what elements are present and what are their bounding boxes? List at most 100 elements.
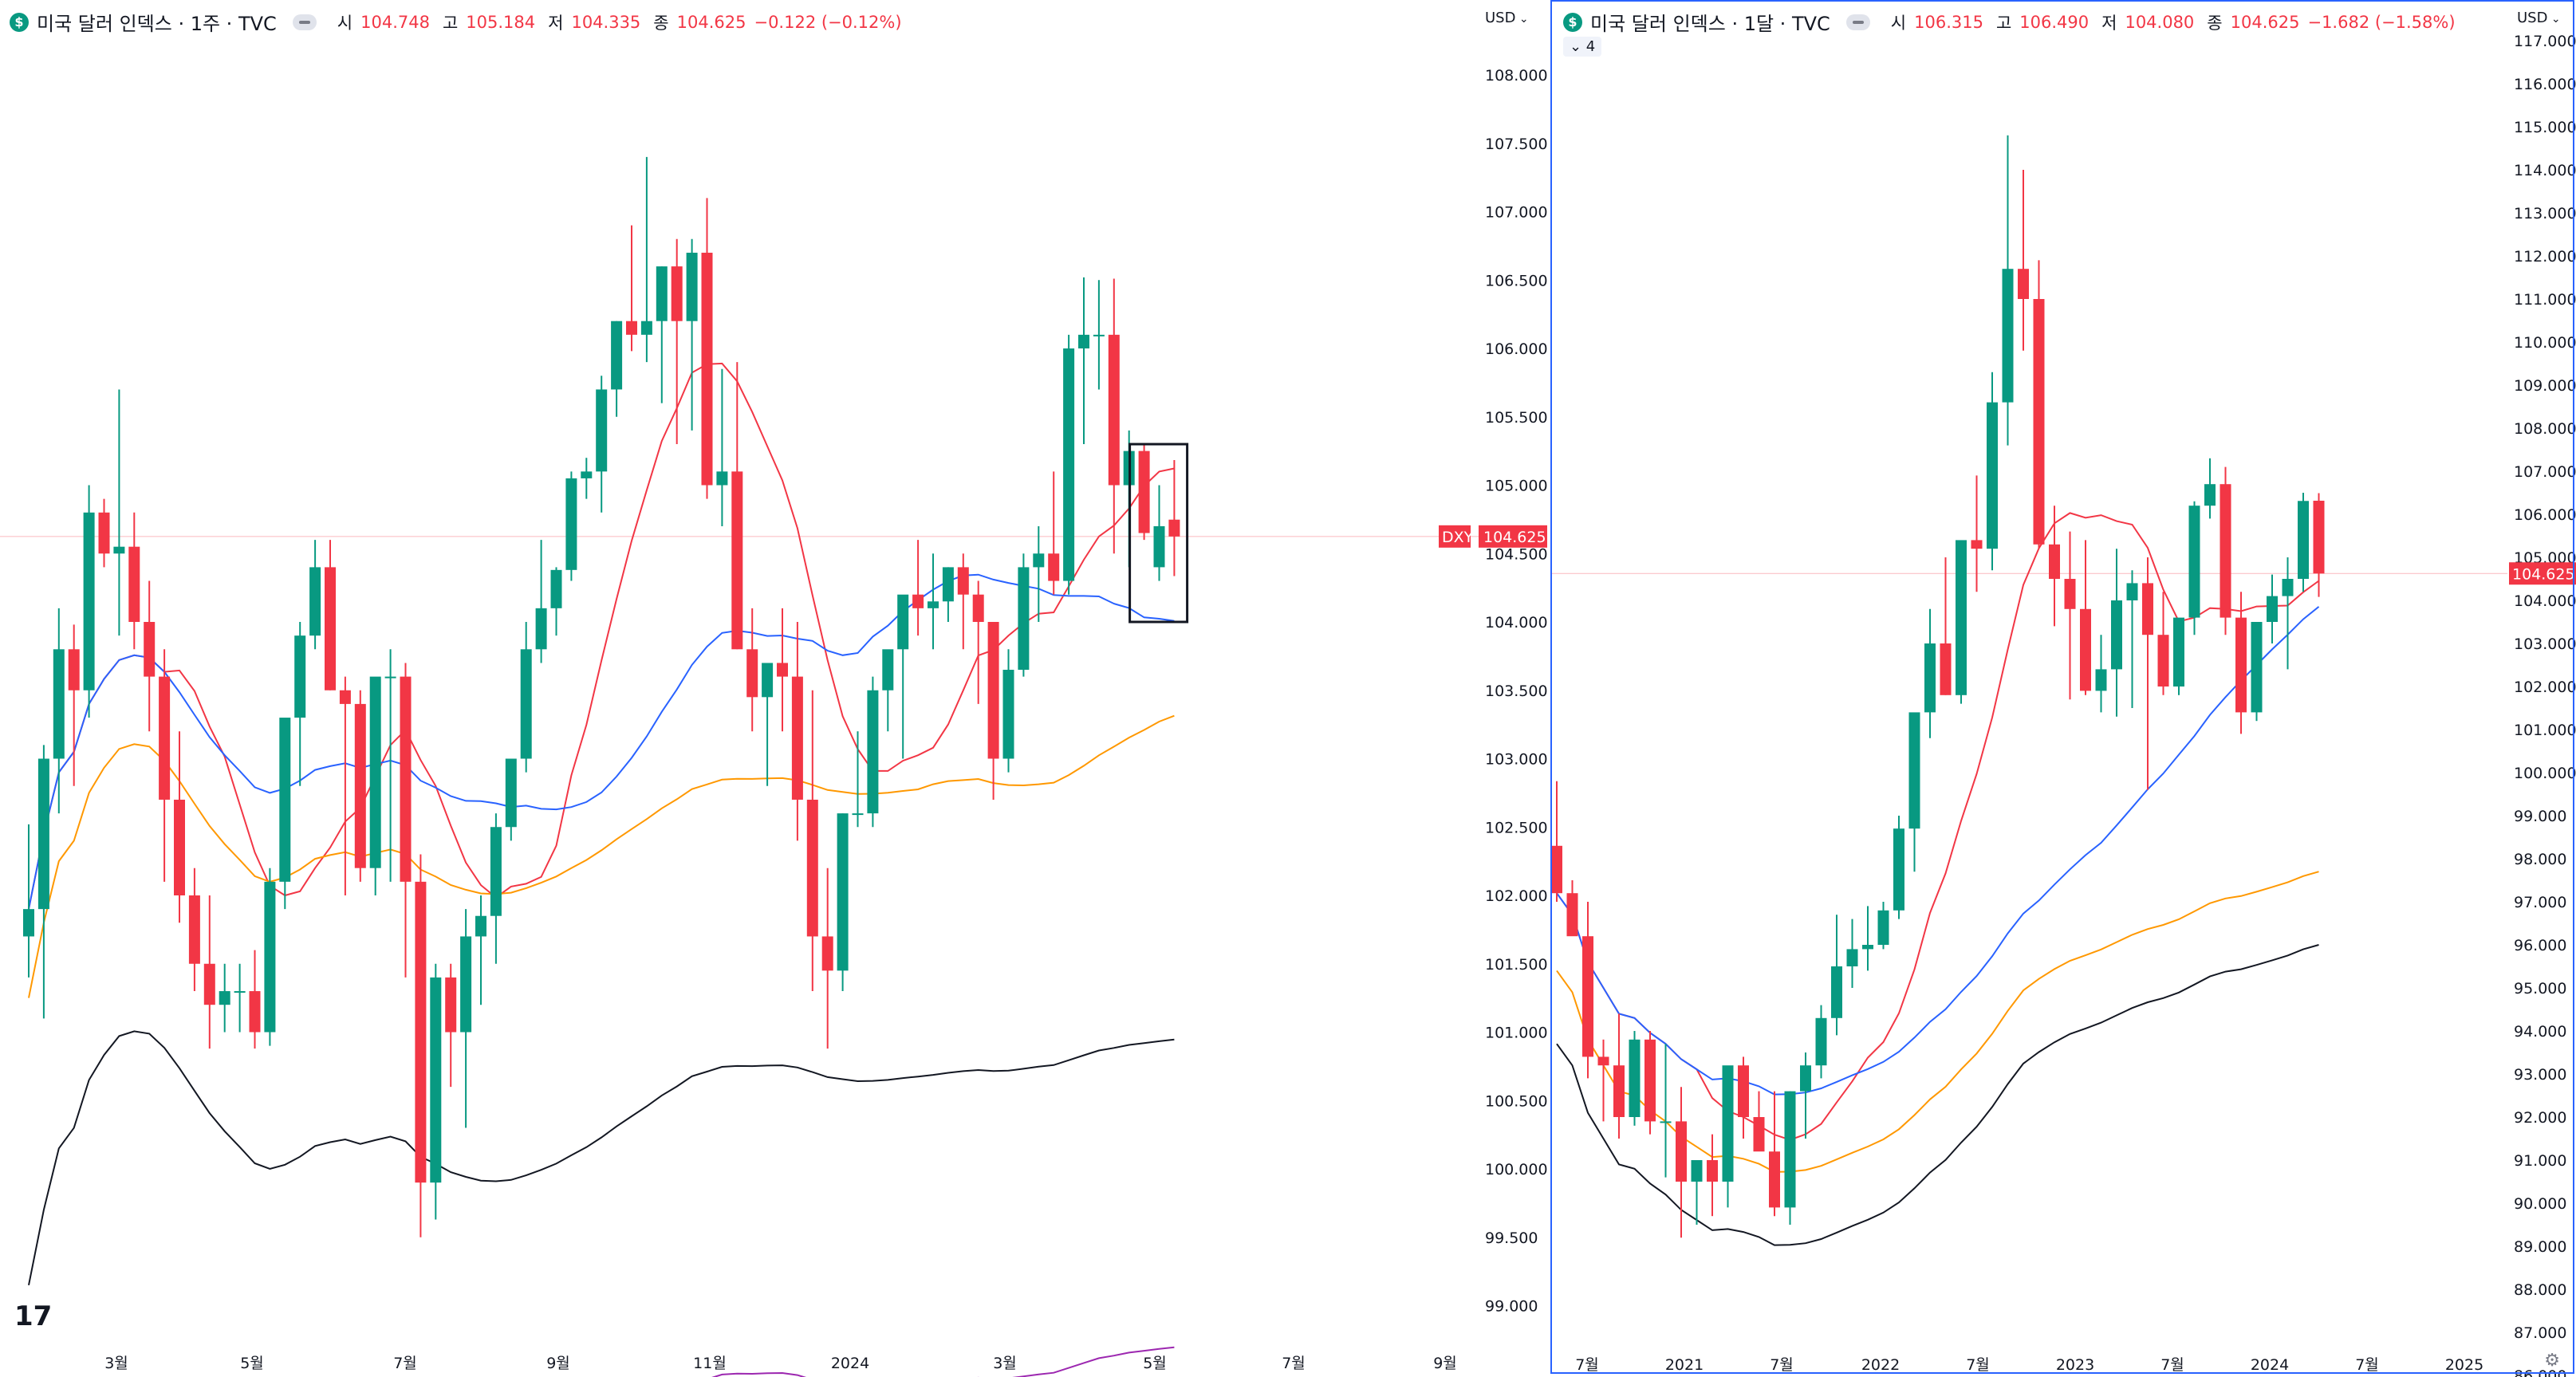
x-tick-label: 11월 — [693, 1355, 727, 1372]
x-tick-label: 5월 — [1143, 1355, 1167, 1372]
candle-body-down — [2142, 583, 2153, 635]
candle-body-up — [1784, 1091, 1796, 1208]
y-tick-label: 109.000 — [2514, 377, 2576, 395]
y-tick-label: 92.000 — [2514, 1109, 2566, 1127]
candle-body-up — [37, 758, 49, 910]
candle-body-up — [762, 663, 774, 698]
last-price-badge — [2509, 562, 2576, 585]
low-label: 저 — [548, 13, 564, 33]
currency-selector[interactable]: USD — [2517, 10, 2561, 26]
candle-body-up — [565, 478, 577, 570]
candle-body-up — [369, 676, 381, 868]
candle-body-down — [354, 703, 366, 868]
candle-body-up — [53, 649, 65, 759]
candle-body-up — [1722, 1065, 1734, 1182]
x-tick-label: 2024 — [831, 1355, 869, 1372]
y-tick-label: 101.500 — [1485, 956, 1548, 974]
candle-body-down — [400, 676, 412, 882]
x-tick-label: 5월 — [240, 1355, 264, 1372]
candle-body-up — [716, 471, 728, 486]
ticker-label: DXY — [1442, 529, 1474, 546]
candle-body-up — [279, 718, 291, 882]
candle-body-up — [520, 649, 532, 759]
y-tick-label: 99.500 — [1485, 1229, 1538, 1247]
candle-body-up — [2282, 579, 2294, 596]
close-value: 104.625 — [2230, 12, 2300, 32]
y-tick-label: 105.500 — [1485, 409, 1548, 427]
eye-icon[interactable] — [292, 14, 317, 30]
candle-body-up — [264, 881, 276, 1033]
monthly-legend: $ 미국 달러 인덱스 · 1달 · TVC 시 106.315 고 106.490… — [1563, 8, 2456, 36]
y-tick-label: 108.000 — [2514, 420, 2576, 438]
open-value: 106.315 — [1914, 12, 1983, 32]
candle-body-down — [203, 963, 215, 1005]
x-tick-label: 2022 — [1861, 1356, 1900, 1374]
open-label: 시 — [337, 13, 353, 33]
indicator-collapse-button[interactable]: ⌄ 4 — [1563, 37, 1602, 57]
ma-30-line — [28, 573, 1175, 910]
candle-body-up — [2204, 484, 2216, 506]
candle-body-up — [294, 635, 306, 718]
x-tick-label: 2025 — [2445, 1356, 2483, 1374]
candle-body-up — [113, 546, 125, 554]
candle-body-down — [1707, 1160, 1718, 1182]
last-price-label: 104.625 — [2512, 565, 2575, 583]
weekly-symbol-title[interactable]: 미국 달러 인덱스 · 1주 · TVC — [37, 13, 277, 35]
candle-body-down — [188, 895, 200, 964]
monthly-chart-canvas[interactable]: 117.000 116.000 115.000 114.000 113.000 112.0… — [1552, 0, 2576, 1377]
candle-body-down — [1738, 1065, 1749, 1117]
candle-body-up — [2126, 583, 2138, 600]
ticker-price-badge — [1439, 525, 1471, 548]
high-value: 105.184 — [466, 12, 536, 32]
candle-body-up — [1862, 945, 1873, 950]
candle-body-up — [581, 471, 593, 478]
y-tick-label: 116.000 — [2514, 76, 2576, 93]
x-tick-label: 7월 — [393, 1355, 417, 1372]
candle-body-up — [2267, 596, 2278, 622]
monthly-symbol-title[interactable]: 미국 달러 인덱스 · 1달 · TVC — [1590, 13, 1830, 35]
x-tick-label: 3월 — [993, 1355, 1017, 1372]
candle-body-up — [852, 813, 864, 816]
y-tick-label: 107.000 — [1485, 204, 1548, 222]
candle-body-down — [2220, 484, 2231, 618]
weekly-chart-canvas[interactable]: 108.000 107.500 107.000 106.500 106.000 105.5… — [0, 0, 1552, 1377]
ma-200-line — [711, 1346, 1175, 1377]
candle-body-down — [972, 594, 984, 622]
candle-body-down — [249, 991, 261, 1033]
candle-body-up — [656, 266, 668, 321]
high-value: 106.490 — [2019, 12, 2090, 32]
close-label: 종 — [2207, 13, 2223, 33]
y-tick-label: 101.000 — [2514, 722, 2576, 739]
candle-body-up — [384, 676, 396, 679]
chart-pane-monthly[interactable]: 117.000 116.000 115.000 114.000 113.000 112.0… — [1552, 0, 2576, 1377]
chart-pane-weekly[interactable]: 108.000 107.500 107.000 106.500 106.000 105.5… — [0, 0, 1552, 1377]
candle-body-up — [309, 567, 321, 636]
y-tick-label: 102.500 — [1485, 819, 1548, 836]
tradingview-logo[interactable]: 17 — [14, 1300, 53, 1332]
candle-body-down — [445, 977, 457, 1033]
candle-body-down — [1108, 334, 1120, 486]
settings-gear-icon[interactable]: ⚙ — [2544, 1351, 2560, 1371]
candle-body-up — [2002, 269, 2014, 403]
ma-60-line — [1556, 871, 2319, 1173]
candle-body-down — [1566, 893, 1578, 937]
candle-body-down — [2313, 500, 2325, 574]
candle-body-up — [897, 594, 909, 650]
ma-120-line — [1556, 944, 2319, 1246]
currency-selector[interactable]: USD — [1485, 10, 1529, 26]
eye-icon[interactable] — [1845, 14, 1870, 30]
last-price-label: 104.625 — [1483, 529, 1546, 546]
x-tick-label: 7월 — [1282, 1355, 1306, 1372]
candle-body-down — [731, 471, 743, 650]
y-tick-label: 115.000 — [2514, 119, 2576, 136]
ma-10-line — [1556, 512, 2320, 1141]
candle-body-down — [671, 266, 683, 321]
candle-body-up — [1018, 567, 1030, 671]
y-tick-label: 110.000 — [2514, 334, 2576, 352]
candle-body-up — [2188, 506, 2200, 618]
y-tick-label: 106.500 — [1485, 272, 1548, 289]
y-tick-label: 99.000 — [2514, 808, 2566, 825]
candle-body-up — [475, 915, 486, 937]
y-tick-label: 100.500 — [1485, 1092, 1548, 1110]
candle-body-up — [1815, 1017, 1827, 1066]
